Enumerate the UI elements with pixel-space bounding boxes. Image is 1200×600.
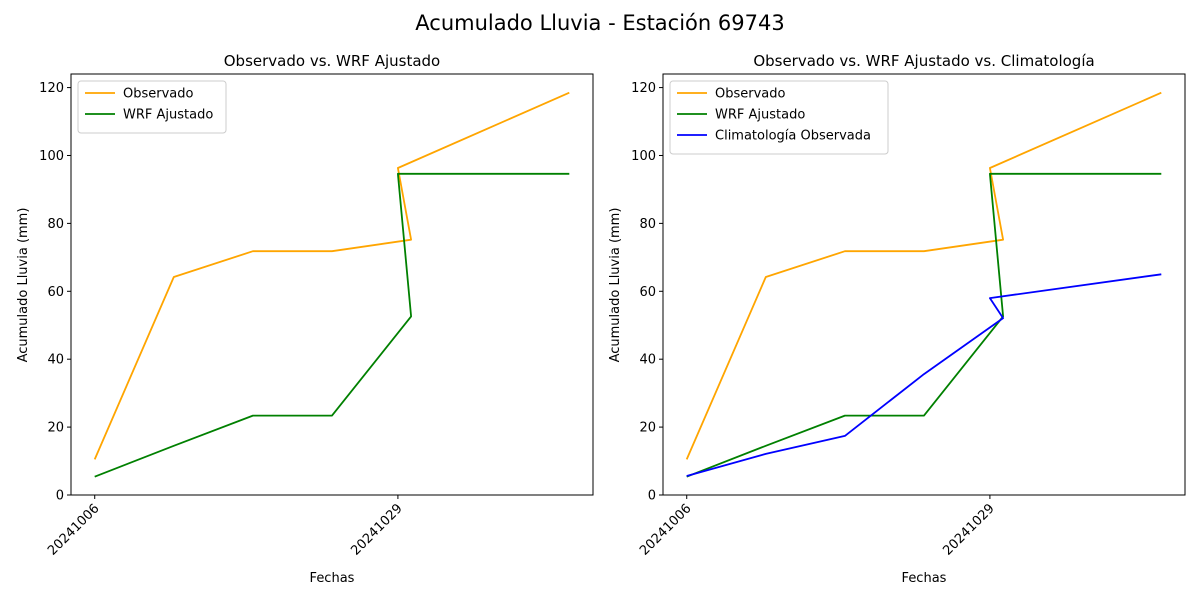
- axes-frame-left: [70, 73, 594, 496]
- legend-left: [77, 80, 227, 134]
- y-tick-label-left: 20: [47, 421, 64, 436]
- y-tick-label-right: 40: [639, 353, 656, 368]
- y-tick-label-left: 0: [56, 489, 64, 504]
- chart-panel-left: Observado vs. WRF Ajustado Fechas Acumul…: [16, 52, 594, 586]
- series-line-right-2: [686, 172, 1162, 478]
- y-tick-label-right: 120: [631, 81, 656, 96]
- y-tick-label-right: 20: [639, 421, 656, 436]
- legend-label-left-1: Observado: [123, 87, 194, 102]
- series-line-left-2: [94, 172, 570, 478]
- figure-title: Acumulado Lluvia - Estación 69743: [415, 11, 784, 35]
- legend-label-right-3: Climatología Observada: [715, 129, 871, 144]
- chart-title-right: Observado vs. WRF Ajustado vs. Climatolo…: [753, 52, 1094, 70]
- y-tick-label-left: 80: [47, 217, 64, 232]
- y-axis-label-right: Acumulado Lluvia (mm): [608, 208, 623, 363]
- legend-label-right-2: WRF Ajustado: [715, 108, 805, 123]
- legend-right: [669, 80, 889, 155]
- y-tick-label-left: 40: [47, 353, 64, 368]
- x-axis-label-right: Fechas: [902, 571, 947, 586]
- series-line-right-3: [686, 273, 1162, 477]
- axes-frame-right: [662, 73, 1186, 496]
- series-line-right-1: [685, 91, 1162, 460]
- y-tick-label-left: 60: [47, 285, 64, 300]
- legend-label-left-2: WRF Ajustado: [123, 108, 213, 123]
- legend-label-right-1: Observado: [715, 87, 786, 102]
- chart-panel-right: Observado vs. WRF Ajustado vs. Climatolo…: [608, 52, 1186, 586]
- x-tick-label-left: 20241006: [45, 501, 102, 558]
- x-tick-label-left: 20241029: [348, 501, 405, 558]
- x-axis-label-left: Fechas: [310, 571, 355, 586]
- series-line-left-1: [93, 91, 570, 460]
- y-tick-label-right: 100: [631, 149, 656, 164]
- y-axis-label-left: Acumulado Lluvia (mm): [16, 208, 31, 363]
- y-tick-label-right: 60: [639, 285, 656, 300]
- y-tick-label-right: 80: [639, 217, 656, 232]
- y-tick-label-left: 100: [39, 149, 64, 164]
- x-tick-label-right: 20241029: [940, 501, 997, 558]
- y-tick-label-left: 120: [39, 81, 64, 96]
- chart-title-left: Observado vs. WRF Ajustado: [224, 52, 440, 70]
- x-tick-label-right: 20241006: [637, 501, 694, 558]
- y-tick-label-right: 0: [648, 489, 656, 504]
